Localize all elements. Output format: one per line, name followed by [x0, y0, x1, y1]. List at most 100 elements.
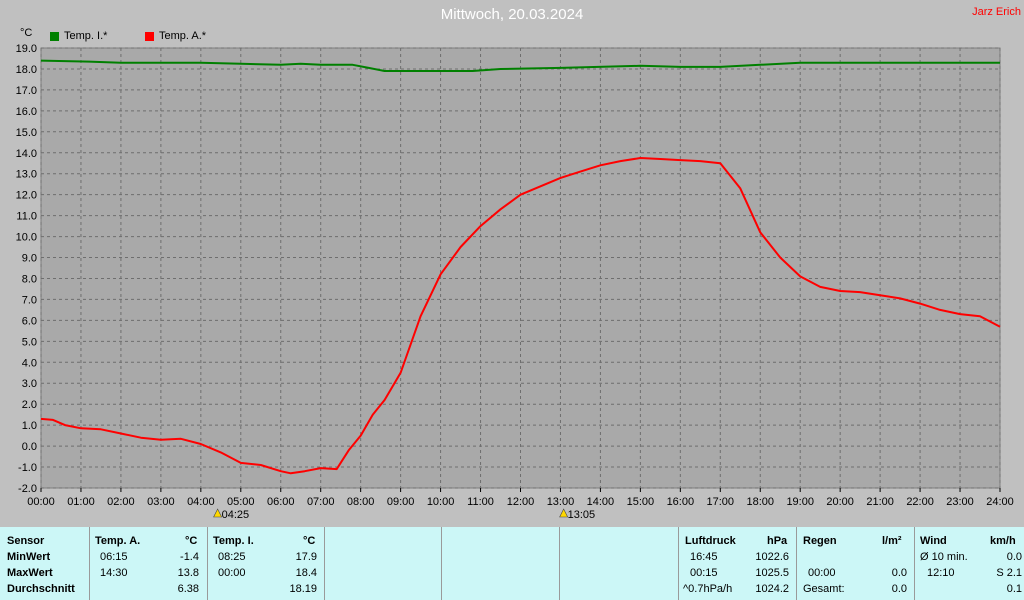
row-label-average: Durchschnitt [7, 583, 75, 595]
pressure-trend: ^0.7hPa/h [683, 583, 733, 595]
y-tick-label: 9.0 [22, 253, 37, 265]
x-tick-label: 17:00 [707, 496, 735, 508]
y-tick-label: 17.0 [16, 85, 37, 97]
legend-item-outside: Temp. A.* [145, 30, 206, 42]
y-tick-label: -2.0 [18, 483, 37, 495]
wind-min-time: Ø 10 min. [920, 551, 968, 563]
pressure-min-value: 1022.6 [755, 551, 789, 563]
series-line-outside [40, 157, 1001, 475]
pressure-max-time: 00:15 [690, 567, 718, 579]
y-tick-label: 18.0 [16, 64, 37, 76]
rain-total-label: Gesamt: [803, 583, 845, 595]
inside-temp-unit: °C [303, 535, 316, 547]
y-tick-label: 16.0 [16, 106, 37, 118]
y-tick-label: 19.0 [16, 43, 37, 55]
wind-max-value: S 2.1 [996, 567, 1022, 579]
sunset-time-label: 13:05 [568, 509, 596, 521]
outside-min-value: -1.4 [180, 551, 199, 563]
wind-average-value: 0.1 [1006, 583, 1022, 595]
legend-label-outside: Temp. A.* [159, 30, 207, 42]
pressure-header: Luftdruck [685, 535, 736, 547]
wind-unit: km/h [990, 535, 1016, 547]
x-tick-label: 13:00 [547, 496, 575, 508]
inside-min-time: 08:25 [218, 551, 246, 563]
inside-max-time: 00:00 [218, 567, 246, 579]
pressure-max-value: 1025.5 [755, 567, 789, 579]
x-tick-label: 21:00 [866, 496, 894, 508]
chart-title: Mittwoch, 20.03.2024 [440, 6, 584, 23]
rain-unit: l/m² [882, 535, 902, 547]
y-tick-label: 15.0 [16, 127, 37, 139]
inside-min-value: 17.9 [295, 551, 317, 563]
y-tick-label: 14.0 [16, 148, 37, 160]
outside-min-time: 06:15 [100, 551, 128, 563]
rain-total-value: 0.0 [891, 583, 907, 595]
series-line-inside [40, 59, 1000, 72]
x-tick-label: 08:00 [347, 496, 375, 508]
y-tick-label: -1.0 [18, 462, 37, 474]
y-unit-label: °C [20, 27, 33, 39]
sunrise-icon [213, 508, 223, 518]
wind-header: Wind [920, 535, 947, 547]
x-tick-label: 18:00 [746, 496, 774, 508]
inside-temp-header: Temp. I. [213, 535, 254, 547]
outside-max-value: 13.8 [177, 567, 199, 579]
legend-swatch-outside [145, 31, 154, 41]
wind-max-time: 12:10 [927, 567, 955, 579]
y-tick-label: 7.0 [22, 294, 37, 306]
outside-temp-header: Temp. A. [95, 535, 141, 547]
x-tick-label: 07:00 [307, 496, 335, 508]
sunrise-time-label: 04:25 [222, 509, 250, 521]
y-tick-label: 13.0 [16, 169, 37, 181]
outside-max-time: 14:30 [100, 567, 128, 579]
row-label-max: MaxWert [7, 567, 53, 579]
x-tick-label: 10:00 [427, 496, 455, 508]
y-tick-label: 5.0 [22, 336, 37, 348]
y-tick-label: 1.0 [22, 420, 37, 432]
inside-average-value: 18.19 [289, 583, 317, 595]
y-tick-label: 10.0 [16, 232, 37, 244]
x-tick-label: 24:00 [986, 496, 1014, 508]
outside-temp-unit: °C [185, 535, 198, 547]
legend-swatch-inside [50, 31, 59, 41]
legend-label-inside: Temp. I.* [64, 30, 108, 42]
x-tick-label: 19:00 [786, 496, 814, 508]
pressure-unit: hPa [767, 535, 788, 547]
stats-panel: Sensor Temp. A. °C Temp. I. °C Luftdruck… [0, 527, 1024, 600]
y-tick-label: 6.0 [22, 315, 37, 327]
author-label: Jarz Erich [972, 6, 1021, 18]
pressure-min-time: 16:45 [690, 551, 718, 563]
outside-average-value: 6.38 [177, 583, 199, 595]
legend-item-inside: Temp. I.* [50, 30, 107, 42]
rain-max-time: 00:00 [808, 567, 836, 579]
wind-min-value: 0.0 [1006, 551, 1022, 563]
sensor-header: Sensor [7, 535, 45, 547]
x-tick-label: 16:00 [667, 496, 695, 508]
x-tick-label: 03:00 [147, 496, 175, 508]
x-tick-label: 11:00 [467, 496, 494, 508]
temperature-chart: 19.0 18.0 17.0 16.0 15.0 14.0 13.0 12.0 11.0 10.0… [16, 43, 1014, 521]
x-tick-label: 04:00 [187, 496, 215, 508]
y-tick-label: 0.0 [22, 441, 37, 453]
x-tick-label: 12:00 [507, 496, 535, 508]
x-tick-label: 20:00 [826, 496, 854, 508]
row-label-min: MinWert [7, 551, 51, 563]
x-tick-label: 23:00 [946, 496, 974, 508]
y-tick-label: 2.0 [22, 399, 37, 411]
y-tick-label: 8.0 [22, 273, 37, 285]
sunset-icon [559, 508, 569, 518]
y-tick-label: 4.0 [22, 357, 37, 369]
rain-header: Regen [803, 535, 837, 547]
rain-max-value: 0.0 [891, 567, 907, 579]
x-tick-label: 14:00 [587, 496, 615, 508]
pressure-average-value: 1024.2 [755, 583, 789, 595]
y-tick-label: 12.0 [16, 190, 37, 202]
y-tick-label: 11.0 [16, 211, 37, 223]
x-tick-label: 06:00 [267, 496, 295, 508]
inside-max-value: 18.4 [295, 567, 317, 579]
x-tick-label: 09:00 [387, 496, 415, 508]
x-tick-label: 01:00 [67, 496, 95, 508]
x-tick-label: 15:00 [627, 496, 655, 508]
y-tick-label: 3.0 [22, 378, 37, 390]
x-tick-label: 00:00 [27, 496, 55, 508]
